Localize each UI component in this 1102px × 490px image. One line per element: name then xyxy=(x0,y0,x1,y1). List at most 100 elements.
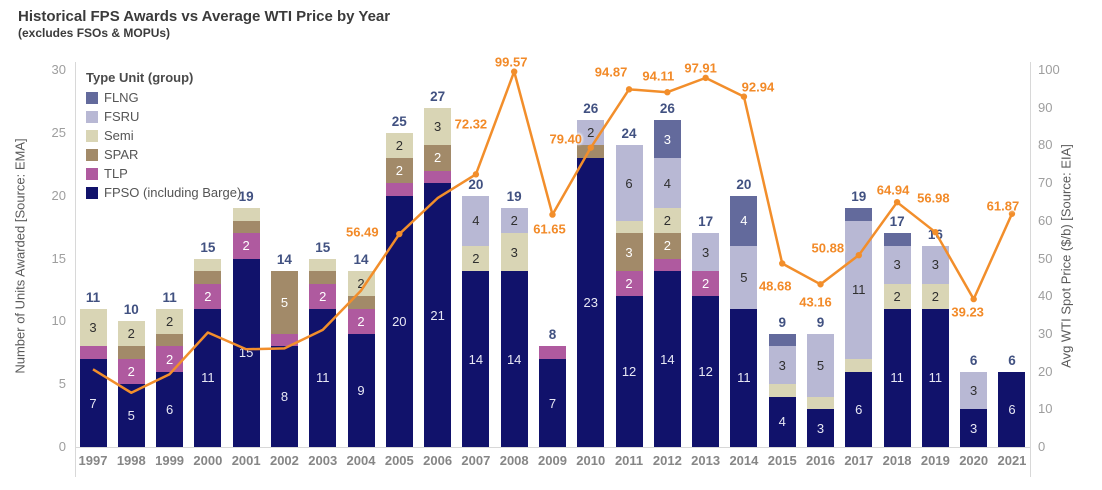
bar-segment-2008-fsru[interactable]: 2 xyxy=(500,208,528,234)
bar-segment-2007-fsru[interactable]: 4 xyxy=(462,195,490,246)
bar-segment-2002-spar[interactable]: 5 xyxy=(270,271,298,334)
bar-segment-2015-fpso[interactable]: 4 xyxy=(768,396,796,447)
bar-segment-2014-fsru[interactable]: 5 xyxy=(730,245,758,309)
bar-segment-2004-fpso[interactable]: 9 xyxy=(347,333,375,447)
wti-point-marker-2015[interactable] xyxy=(779,260,786,267)
bar-segment-2004-spar[interactable] xyxy=(347,296,375,309)
bar-segment-2012-semi[interactable]: 2 xyxy=(653,208,681,234)
bar-segment-2011-spar[interactable]: 3 xyxy=(615,233,643,272)
bar-segment-1998-semi[interactable]: 2 xyxy=(117,321,145,347)
wti-point-marker-2011[interactable] xyxy=(625,86,633,93)
bar-segment-2010-spar[interactable] xyxy=(577,145,605,158)
bar-segment-1999-fpso[interactable]: 6 xyxy=(156,371,184,447)
wti-point-marker-2019[interactable] xyxy=(932,228,939,236)
wti-point-marker-2009[interactable] xyxy=(549,211,556,218)
bar-segment-1998-spar[interactable] xyxy=(117,346,145,360)
bar-segment-2017-semi[interactable] xyxy=(845,359,873,372)
bar-segment-2015-semi[interactable] xyxy=(768,384,796,397)
legend-item-semi[interactable]: Semi xyxy=(86,126,241,145)
bar-segment-2015-fsru[interactable]: 3 xyxy=(768,346,796,385)
bar-segment-2011-fsru[interactable]: 6 xyxy=(615,145,643,221)
bar-segment-2018-fpso[interactable]: 11 xyxy=(883,308,911,447)
bar-segment-2017-fpso[interactable]: 6 xyxy=(845,371,873,447)
wti-point-marker-2012[interactable] xyxy=(664,89,671,96)
bar-segment-1997-semi[interactable]: 3 xyxy=(79,308,107,347)
bar-segment-2009-fpso[interactable]: 7 xyxy=(538,359,566,447)
wti-point-marker-2020[interactable] xyxy=(970,295,977,303)
bar-segment-2000-tlp[interactable]: 2 xyxy=(194,283,222,309)
wti-point-marker-2013[interactable] xyxy=(702,74,709,82)
bar-segment-2018-fsru[interactable]: 3 xyxy=(883,245,911,284)
bar-segment-2016-fpso[interactable]: 3 xyxy=(807,409,834,447)
legend-item-fpso-including-barge[interactable]: FPSO (including Barge) xyxy=(86,183,241,202)
bar-segment-2005-spar[interactable]: 2 xyxy=(385,157,413,184)
bar-segment-2019-fsru[interactable]: 3 xyxy=(921,245,949,284)
bar-segment-1999-spar[interactable] xyxy=(156,333,184,347)
bar-segment-2011-tlp[interactable]: 2 xyxy=(615,271,643,297)
bar-segment-2009-tlp[interactable] xyxy=(538,346,566,360)
bar-segment-2002-tlp[interactable] xyxy=(270,333,298,347)
bar-segment-1998-tlp[interactable]: 2 xyxy=(117,359,145,385)
bar-segment-2011-fpso[interactable]: 12 xyxy=(615,296,643,447)
bar-segment-2008-fpso[interactable]: 14 xyxy=(500,271,528,447)
bar-segment-2016-semi[interactable] xyxy=(807,396,834,410)
wti-point-marker-2017[interactable] xyxy=(855,251,862,259)
bar-segment-2010-fpso[interactable]: 23 xyxy=(577,157,605,447)
bar-segment-2020-fsru[interactable]: 3 xyxy=(960,371,988,410)
legend-item-tlp[interactable]: TLP xyxy=(86,164,241,183)
bar-segment-2012-tlp[interactable] xyxy=(653,258,681,272)
wti-point-marker-2008[interactable] xyxy=(510,68,518,75)
bar-segment-2014-fpso[interactable]: 11 xyxy=(730,308,758,447)
bar-segment-2011-semi[interactable] xyxy=(615,220,643,234)
legend-item-flng[interactable]: FLNG xyxy=(86,88,241,107)
bar-segment-2005-fpso[interactable]: 20 xyxy=(385,195,413,447)
bar-segment-2006-fpso[interactable]: 21 xyxy=(424,183,452,447)
bar-segment-2013-tlp[interactable]: 2 xyxy=(692,271,720,297)
bar-segment-2018-flng[interactable] xyxy=(883,233,911,246)
bar-segment-2006-tlp[interactable] xyxy=(424,170,452,184)
bar-segment-2012-fsru[interactable]: 4 xyxy=(653,157,681,209)
wti-point-marker-2010[interactable] xyxy=(587,144,594,151)
bar-segment-2012-fpso[interactable]: 14 xyxy=(653,271,681,447)
bar-segment-1999-tlp[interactable]: 2 xyxy=(156,346,184,372)
bar-segment-1998-fpso[interactable]: 5 xyxy=(117,384,145,447)
bar-segment-2000-semi[interactable] xyxy=(194,258,222,272)
bar-segment-2019-semi[interactable]: 2 xyxy=(921,283,949,309)
bar-segment-2001-tlp[interactable]: 2 xyxy=(232,233,260,259)
bar-segment-2003-spar[interactable] xyxy=(309,271,337,284)
bar-segment-2013-fsru[interactable]: 3 xyxy=(692,233,720,272)
bar-segment-2016-fsru[interactable]: 5 xyxy=(807,333,834,397)
bar-segment-2005-tlp[interactable] xyxy=(385,183,413,196)
bar-segment-2003-tlp[interactable]: 2 xyxy=(309,283,337,309)
bar-segment-2014-flng[interactable]: 4 xyxy=(730,195,758,246)
bar-segment-2019-fpso[interactable]: 11 xyxy=(921,308,949,447)
wti-point-marker-2018[interactable] xyxy=(893,198,901,206)
bar-segment-2021-fpso[interactable]: 6 xyxy=(998,371,1026,447)
bar-segment-2001-spar[interactable] xyxy=(232,220,260,234)
bar-segment-2017-flng[interactable] xyxy=(845,208,873,221)
bar-segment-2012-spar[interactable]: 2 xyxy=(653,233,681,259)
bar-segment-2012-flng[interactable]: 3 xyxy=(653,120,681,158)
bar-segment-2006-spar[interactable]: 2 xyxy=(424,145,452,171)
bar-segment-2001-fpso[interactable]: 15 xyxy=(232,258,260,447)
wti-point-marker-2014[interactable] xyxy=(740,93,748,100)
wti-point-marker-2016[interactable] xyxy=(817,281,824,288)
bar-segment-2007-semi[interactable]: 2 xyxy=(462,245,490,272)
legend-item-spar[interactable]: SPAR xyxy=(86,145,241,164)
bar-segment-2000-spar[interactable] xyxy=(194,271,222,284)
wti-point-marker-2005[interactable] xyxy=(396,230,403,238)
bar-segment-2018-semi[interactable]: 2 xyxy=(883,283,911,309)
bar-segment-2008-semi[interactable]: 3 xyxy=(500,233,528,272)
bar-segment-1999-semi[interactable]: 2 xyxy=(156,308,184,334)
bar-segment-2006-semi[interactable]: 3 xyxy=(424,107,452,146)
bar-segment-2003-fpso[interactable]: 11 xyxy=(309,308,337,447)
bar-segment-2013-fpso[interactable]: 12 xyxy=(692,296,720,447)
bar-segment-2020-fpso[interactable]: 3 xyxy=(960,409,988,447)
bar-segment-1997-tlp[interactable] xyxy=(79,346,107,360)
bar-segment-2004-tlp[interactable]: 2 xyxy=(347,308,375,334)
bar-segment-2007-fpso[interactable]: 14 xyxy=(462,271,490,447)
wti-point-marker-2021[interactable] xyxy=(1008,210,1016,217)
wti-point-marker-2007[interactable] xyxy=(472,171,480,178)
bar-segment-2001-semi[interactable] xyxy=(232,208,260,221)
legend-item-fsru[interactable]: FSRU xyxy=(86,107,241,126)
